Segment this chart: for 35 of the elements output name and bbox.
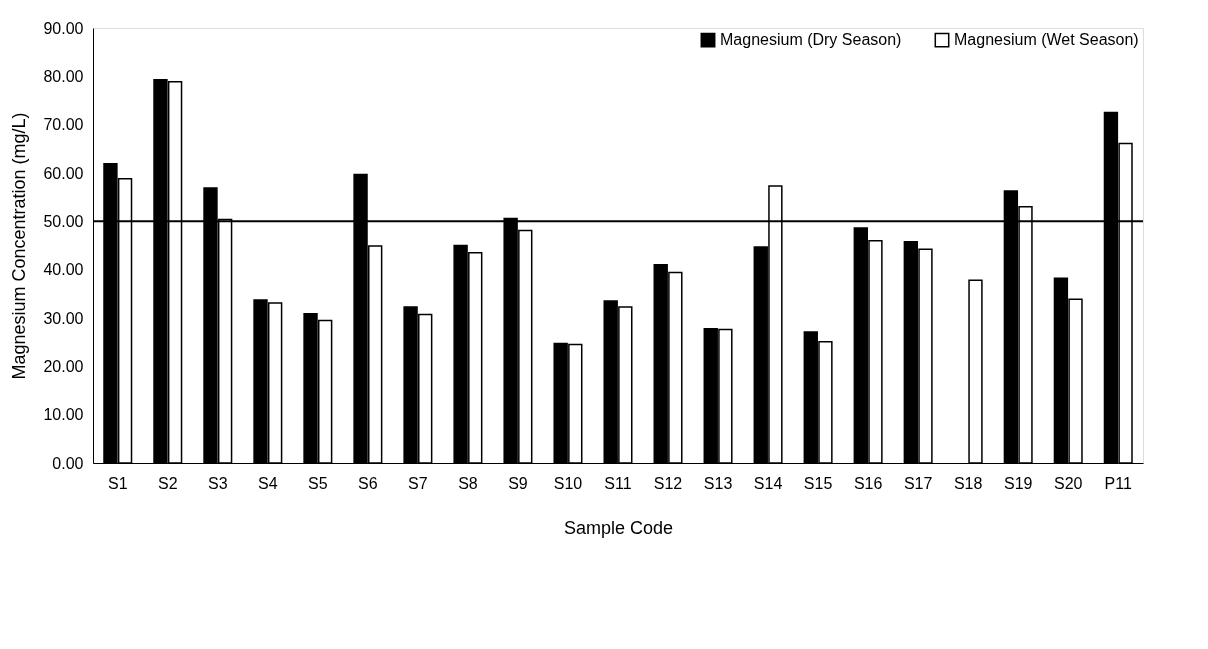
legend-label: Magnesium (Wet Season) bbox=[954, 31, 1139, 49]
x-tick-label: S10 bbox=[553, 474, 583, 492]
y-tick-label: 50.00 bbox=[43, 212, 84, 230]
x-tick-label: S12 bbox=[653, 474, 683, 492]
x-tick-label: S18 bbox=[953, 474, 983, 492]
x-tick-label: S5 bbox=[308, 474, 328, 492]
x-tick-label: S2 bbox=[158, 474, 178, 492]
legend-label: Magnesium (Dry Season) bbox=[720, 31, 902, 49]
y-tick-label: 70.00 bbox=[43, 116, 84, 134]
y-tick-label: 0.00 bbox=[52, 454, 84, 472]
x-tick-label: S20 bbox=[1053, 474, 1083, 492]
y-axis-title: Magnesium Concentration (mg/L) bbox=[9, 112, 30, 380]
x-axis-title: Sample Code bbox=[563, 517, 674, 538]
x-tick-label: S14 bbox=[753, 474, 783, 492]
y-tick-label: 40.00 bbox=[43, 261, 84, 279]
y-tick-label: 10.00 bbox=[43, 406, 84, 424]
x-tick-label: S7 bbox=[408, 474, 428, 492]
y-tick-label: 20.00 bbox=[43, 357, 84, 375]
x-tick-label: S4 bbox=[258, 474, 278, 492]
y-tick-label: 30.00 bbox=[43, 309, 84, 327]
y-tick-label: 80.00 bbox=[43, 67, 84, 85]
x-tick-label: S6 bbox=[358, 474, 378, 492]
y-tick-label: 60.00 bbox=[43, 164, 84, 182]
x-tick-label: S1 bbox=[107, 474, 128, 492]
x-tick-label: S13 bbox=[703, 474, 733, 492]
x-tick-label: S16 bbox=[853, 474, 883, 492]
x-tick-label: S3 bbox=[208, 474, 228, 492]
x-tick-label: S15 bbox=[803, 474, 833, 492]
x-tick-label: S17 bbox=[903, 474, 933, 492]
x-tick-label: S8 bbox=[458, 474, 478, 492]
x-tick-label: S11 bbox=[604, 474, 632, 492]
x-tick-label: S9 bbox=[508, 474, 528, 492]
y-tick-label: 90.00 bbox=[43, 19, 84, 37]
x-tick-label: P11 bbox=[1104, 474, 1132, 492]
x-tick-label: S19 bbox=[1003, 474, 1033, 492]
